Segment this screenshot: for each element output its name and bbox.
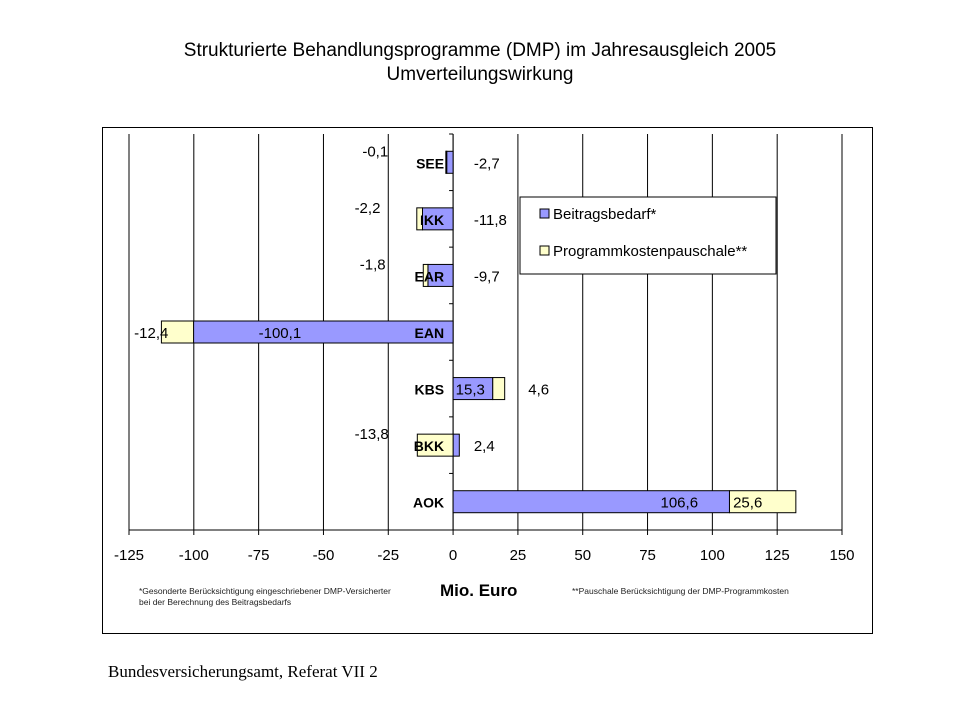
x-tick-label: -25 <box>377 547 399 564</box>
data-label-beitragsbedarf-ean: -100,1 <box>259 325 302 342</box>
x-tick-label: 0 <box>449 547 457 564</box>
legend-label-beitragsbedarf: Beitragsbedarf* <box>553 206 657 223</box>
bar-programmkosten-see <box>445 150 448 174</box>
legend-swatch-programmkosten <box>539 245 550 256</box>
data-label-beitragsbedarf-ikk: -11,8 <box>474 212 507 229</box>
bar-programmkosten-ean <box>160 320 195 344</box>
footnote-programmkosten: **Pauschale Berücksichtigung der DMP-Pro… <box>572 586 789 596</box>
data-label-programmkosten-ean: -12,4 <box>134 325 168 342</box>
x-tick-label: -75 <box>248 547 270 564</box>
category-label-ear: EAR <box>415 268 445 284</box>
bar-programmkosten-ikk <box>416 207 423 231</box>
x-tick-label: -100 <box>179 547 209 564</box>
data-label-beitragsbedarf-see: -2,7 <box>474 155 500 172</box>
category-label-ikk: IKK <box>420 212 444 228</box>
category-label-kbs: KBS <box>415 382 445 398</box>
bar-beitragsbedarf-bkk <box>452 433 460 457</box>
data-label-programmkosten-aok: 25,6 <box>733 495 762 512</box>
chart-subtitle: Umverteilungswirkung <box>386 64 574 85</box>
data-label-beitragsbedarf-bkk: 2,4 <box>474 438 495 455</box>
data-label-beitragsbedarf-aok: 106,6 <box>661 495 699 512</box>
bar-programmkosten-aok <box>728 490 797 514</box>
chart-title: Strukturierte Behandlungsprogramme (DMP)… <box>183 40 777 61</box>
category-label-ean: EAN <box>415 325 445 341</box>
category-label-bkk: BKK <box>414 438 444 454</box>
category-label-aok: AOK <box>413 495 444 511</box>
data-label-programmkosten-ikk: -2,2 <box>355 200 381 217</box>
x-axis-label: Mio. Euro <box>440 581 518 600</box>
data-label-beitragsbedarf-kbs: 15,3 <box>456 382 485 399</box>
x-tick-label: 150 <box>829 547 854 564</box>
data-label-programmkosten-ear: -1,8 <box>360 256 386 273</box>
data-label-beitragsbedarf-ear: -9,7 <box>474 268 500 285</box>
bar-programmkosten-bkk <box>416 433 454 457</box>
category-label-see: SEE <box>416 155 444 171</box>
x-tick-label: 75 <box>639 547 656 564</box>
x-tick-label: 125 <box>765 547 790 564</box>
x-tick-label: 50 <box>574 547 591 564</box>
data-label-programmkosten-see: -0,1 <box>362 143 388 160</box>
legend-box <box>519 196 777 275</box>
bar-programmkosten-ear <box>422 263 429 287</box>
x-tick-label: 100 <box>700 547 725 564</box>
data-label-programmkosten-bkk: -13,8 <box>355 426 389 443</box>
legend-label-programmkosten: Programmkostenpauschale** <box>553 243 747 260</box>
x-tick-label: -50 <box>313 547 335 564</box>
footer-source: Bundesversicherungsamt, Referat VII 2 <box>108 662 378 681</box>
footnote-beitragsbedarf: *Gesonderte Berücksichtigung eingeschrie… <box>139 586 391 607</box>
legend-swatch-beitragsbedarf <box>539 208 550 219</box>
x-tick-label: -125 <box>114 547 144 564</box>
x-tick-label: 25 <box>510 547 527 564</box>
data-label-programmkosten-kbs: 4,6 <box>528 382 549 399</box>
bar-programmkosten-kbs <box>492 377 506 401</box>
